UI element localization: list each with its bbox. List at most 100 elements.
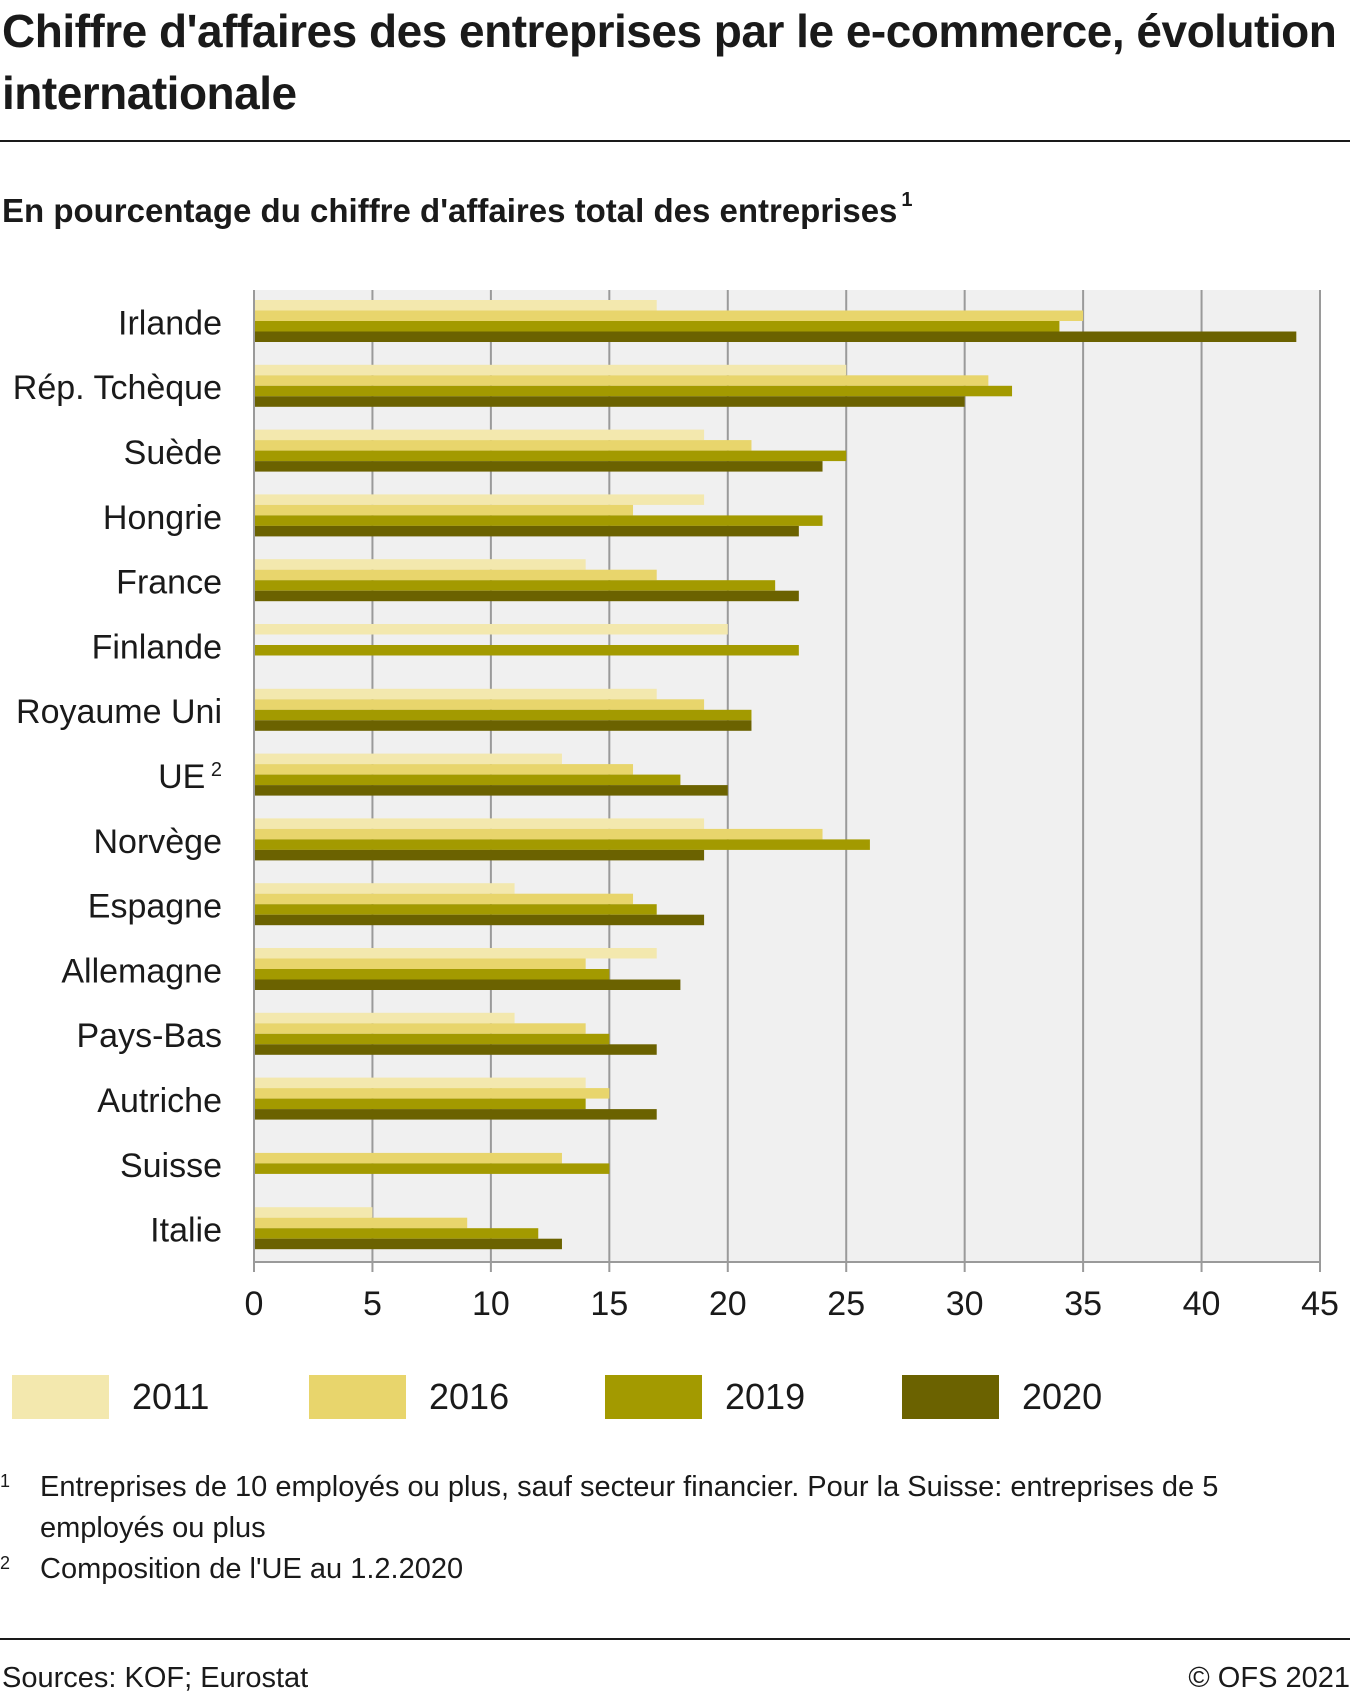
footnote-1: 1 Entreprises de 10 employés ou plus, sa… [0,1467,1350,1549]
footnote-number: 2 [0,1553,11,1573]
category-label: Italie [150,1212,222,1250]
chart-subtitle: En pourcentage du chiffre d'affaires tot… [2,189,913,230]
bar-2016 [254,569,657,581]
bar-2016 [254,764,634,775]
bar-2011 [254,494,705,505]
bar-2016 [254,310,1084,321]
bar-2016 [254,1023,586,1034]
category-label: Hongrie [103,499,222,537]
bar-2019 [254,450,847,462]
bar-2016 [254,828,823,840]
legend-label-2019: 2019 [725,1376,806,1417]
subtitle-footnote-marker: 1 [901,189,913,211]
bar-2020 [254,979,681,990]
bar-2019 [254,1163,610,1174]
copyright-text: © OFS 2021 [1188,1662,1350,1694]
bar-2019 [254,1098,586,1110]
legend-item-2020: 2020 [902,1375,1162,1419]
subtitle-text: En pourcentage du chiffre d'affaires tot… [2,192,898,229]
footnote-number: 1 [0,1471,11,1491]
bar-2020 [254,396,965,407]
bar-2020 [254,849,705,861]
bar-2011 [254,559,586,570]
bar-2020 [254,590,799,602]
footnote-text: Entreprises de 10 employés ou plus, sauf… [40,1471,1219,1544]
category-label: Suède [124,434,222,472]
bar-2020 [254,525,799,537]
bar-2019 [254,839,870,850]
bar-2019 [254,904,657,915]
x-tick-label: 20 [709,1285,747,1320]
bar-2016 [254,440,752,451]
bar-2016 [254,1217,468,1229]
bar-2011 [254,883,515,894]
sources-text: Sources: KOF; Eurostat [2,1662,309,1694]
category-label: Espagne [88,888,222,926]
bar-2020 [254,1044,657,1055]
x-tick-label: 40 [1183,1285,1221,1320]
bar-2011 [254,624,728,635]
bar-2019 [254,580,776,591]
category-footnote-marker: 2 [205,759,222,781]
bar-2011 [254,1012,515,1024]
category-label: Pays-Bas [77,1017,223,1055]
x-tick-label: 0 [245,1285,264,1320]
bar-chart: 0 5 10 15 20 25 30 35 40 45 Irlande Rép. Tchèque Suè… [13,290,1339,1320]
legend-swatch-2016 [309,1375,406,1419]
footnote-text: Composition de l'UE au 1.2.2020 [40,1553,464,1585]
category-label: Irlande [118,304,222,342]
bar-2019 [254,709,752,721]
x-tick-label: 25 [827,1285,865,1320]
bar-2011 [254,948,657,959]
bar-2016 [254,699,705,710]
bar-2011 [254,364,847,376]
legend-label-2020: 2020 [1022,1376,1103,1417]
bar-2020 [254,1109,657,1120]
category-label: France [116,564,222,602]
x-tick-label: 5 [363,1285,382,1320]
footer-divider [0,1638,1350,1640]
footnotes: 1 Entreprises de 10 employés ou plus, sa… [0,1467,1350,1590]
legend-item-2019: 2019 [605,1375,865,1419]
bar-2019 [254,1033,610,1045]
category-label: UE 2 [158,758,222,796]
bar-2016 [254,1088,610,1099]
bar-2016 [254,504,634,516]
legend-swatch-2011 [12,1375,109,1419]
bar-2011 [254,429,705,441]
chart-title: Chiffre d'affaires des entreprises par l… [2,5,1337,119]
bar-2020 [254,914,705,926]
bar-2019 [254,321,1060,332]
bar-2020 [254,785,728,796]
x-tick-label: 35 [1064,1285,1102,1320]
bar-2019 [254,385,1013,397]
bar-2019 [254,515,823,526]
category-label: Royaume Uni [16,693,222,731]
bar-2011 [254,300,657,311]
x-tick-label: 30 [946,1285,984,1320]
chart-legend: 2011 2016 2019 2020 [0,1375,1353,1425]
legend-label-2016: 2016 [429,1376,510,1417]
legend-swatch-2020 [902,1375,999,1419]
category-label: Norvège [93,823,222,861]
x-tick-label: 10 [472,1285,510,1320]
legend-item-2011: 2011 [12,1375,272,1419]
bar-2019 [254,774,681,786]
x-tick-label: 45 [1301,1285,1339,1320]
category-label: Autriche [97,1082,222,1120]
bar-2011 [254,818,705,829]
category-label: Allemagne [61,952,222,990]
bar-2019 [254,1228,539,1239]
bar-2019 [254,645,799,656]
legend-swatch-2019 [605,1375,702,1419]
bar-2020 [254,1238,562,1250]
bar-2016 [254,375,989,386]
footnote-2: 2 Composition de l'UE au 1.2.2020 [0,1549,1350,1590]
bar-2011 [254,753,562,765]
bar-2011 [254,1207,373,1218]
bar-2016 [254,958,586,969]
category-label: Rép. Tchèque [13,369,222,407]
category-label: Suisse [120,1147,222,1185]
legend-label-2011: 2011 [132,1376,210,1417]
bar-2011 [254,688,657,700]
